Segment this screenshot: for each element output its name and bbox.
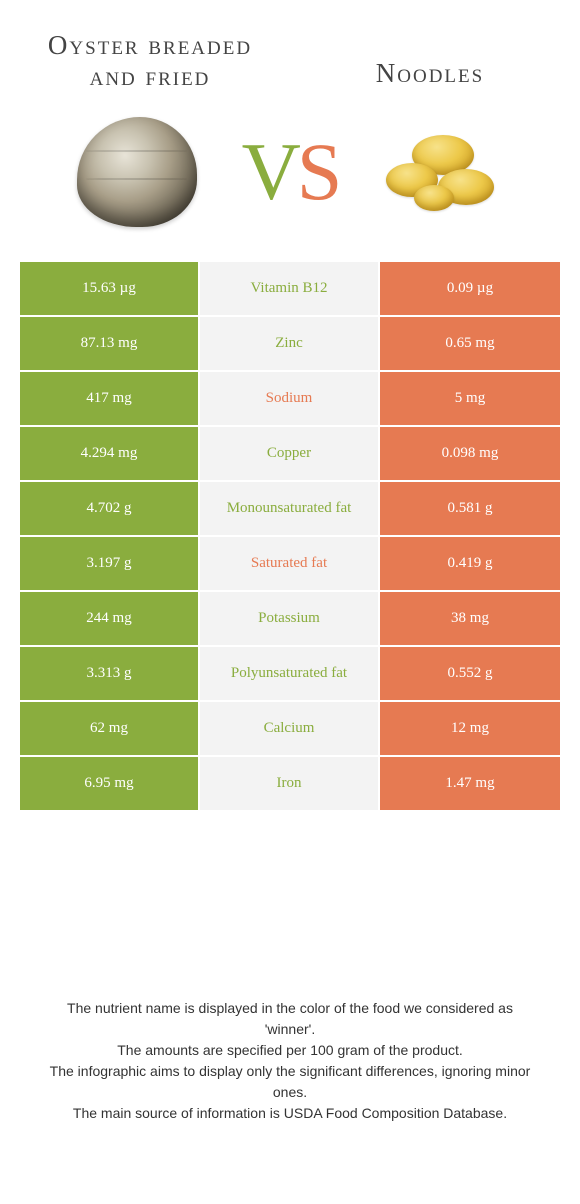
table-row: 4.294 mgCopper0.098 mg [20, 427, 560, 482]
right-value: 0.09 µg [380, 262, 560, 317]
title-right: Noodles [320, 30, 540, 89]
nutrition-table: 15.63 µgVitamin B120.09 µg87.13 mgZinc0.… [20, 262, 560, 812]
right-value: 38 mg [380, 592, 560, 647]
nutrient-label: Polyunsaturated fat [200, 647, 380, 702]
footer-line: The amounts are specified per 100 gram o… [40, 1040, 540, 1061]
footer-line: The main source of information is USDA F… [40, 1103, 540, 1124]
table-row: 87.13 mgZinc0.65 mg [20, 317, 560, 372]
left-value: 4.702 g [20, 482, 200, 537]
right-value: 0.65 mg [380, 317, 560, 372]
table-row: 6.95 mgIron1.47 mg [20, 757, 560, 812]
nutrient-label: Vitamin B12 [200, 262, 380, 317]
table-row: 417 mgSodium5 mg [20, 372, 560, 427]
vs-v: V [242, 126, 297, 217]
vs-row: VS [0, 102, 580, 262]
left-value: 6.95 mg [20, 757, 200, 812]
nutrient-label: Copper [200, 427, 380, 482]
nutrient-label: Sodium [200, 372, 380, 427]
nutrient-label: Iron [200, 757, 380, 812]
footer-line: The infographic aims to display only the… [40, 1061, 540, 1103]
left-value: 417 mg [20, 372, 200, 427]
nutrient-label: Saturated fat [200, 537, 380, 592]
right-value: 0.581 g [380, 482, 560, 537]
noodles-icon [368, 127, 518, 217]
noodles-image [368, 112, 518, 232]
right-value: 0.419 g [380, 537, 560, 592]
table-row: 244 mgPotassium38 mg [20, 592, 560, 647]
table-row: 3.197 gSaturated fat0.419 g [20, 537, 560, 592]
left-value: 4.294 mg [20, 427, 200, 482]
right-value: 5 mg [380, 372, 560, 427]
left-value: 87.13 mg [20, 317, 200, 372]
left-value: 244 mg [20, 592, 200, 647]
footer-text: The nutrient name is displayed in the co… [0, 998, 580, 1124]
oyster-icon [77, 117, 197, 227]
table-row: 3.313 gPolyunsaturated fat0.552 g [20, 647, 560, 702]
right-value: 1.47 mg [380, 757, 560, 812]
title-left: Oyster breaded and fried [40, 30, 260, 92]
table-row: 4.702 gMonounsaturated fat0.581 g [20, 482, 560, 537]
nutrient-label: Potassium [200, 592, 380, 647]
nutrient-label: Zinc [200, 317, 380, 372]
table-row: 62 mgCalcium12 mg [20, 702, 560, 757]
right-value: 0.552 g [380, 647, 560, 702]
left-value: 62 mg [20, 702, 200, 757]
left-value: 15.63 µg [20, 262, 200, 317]
vs-s: S [297, 126, 339, 217]
table-row: 15.63 µgVitamin B120.09 µg [20, 262, 560, 317]
right-value: 12 mg [380, 702, 560, 757]
vs-label: VS [242, 125, 339, 219]
nutrient-label: Monounsaturated fat [200, 482, 380, 537]
footer-line: The nutrient name is displayed in the co… [40, 998, 540, 1040]
left-value: 3.197 g [20, 537, 200, 592]
right-value: 0.098 mg [380, 427, 560, 482]
header: Oyster breaded and fried Noodles [0, 0, 580, 102]
nutrient-label: Calcium [200, 702, 380, 757]
left-value: 3.313 g [20, 647, 200, 702]
oyster-image [62, 112, 212, 232]
